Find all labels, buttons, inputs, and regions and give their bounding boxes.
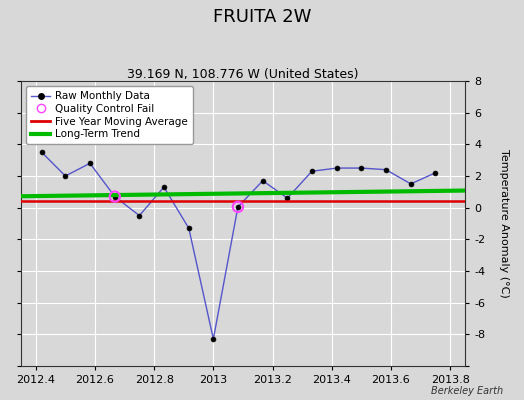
Text: Berkeley Earth: Berkeley Earth xyxy=(431,386,503,396)
Point xyxy=(111,193,119,200)
Point xyxy=(234,204,242,210)
Y-axis label: Temperature Anomaly (°C): Temperature Anomaly (°C) xyxy=(499,149,509,298)
Legend: Raw Monthly Data, Quality Control Fail, Five Year Moving Average, Long-Term Tren: Raw Monthly Data, Quality Control Fail, … xyxy=(26,86,193,144)
Text: FRUITA 2W: FRUITA 2W xyxy=(213,8,311,26)
Title: 39.169 N, 108.776 W (United States): 39.169 N, 108.776 W (United States) xyxy=(127,68,359,81)
